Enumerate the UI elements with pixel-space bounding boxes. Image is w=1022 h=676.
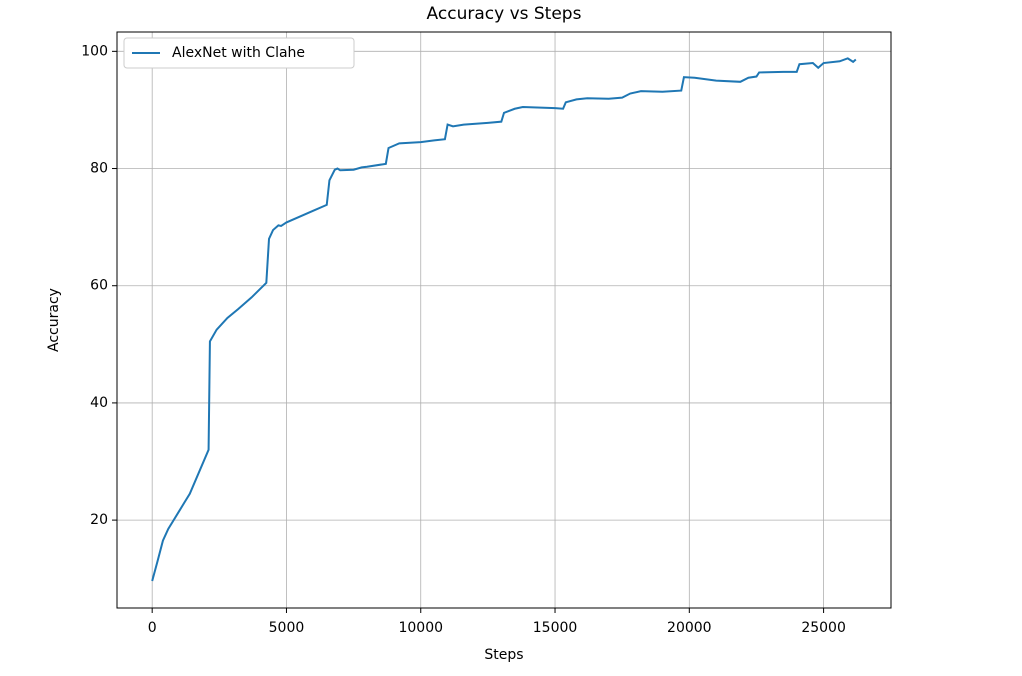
y-tick-label: 60 [90,278,108,294]
y-axis-label: Accuracy [46,288,62,352]
x-tick-label: 5000 [269,620,305,636]
x-tick-label: 25000 [801,620,846,636]
y-tick-label: 100 [81,43,108,59]
y-tick-label: 40 [90,395,108,411]
line [151,57,857,582]
x-tick-label: 0 [148,620,157,636]
legend-box [123,37,355,69]
y-tick-label: 20 [90,512,108,528]
plot-frame [116,31,892,609]
x-axis-label: Steps [484,647,523,663]
y-tick-label: 80 [90,161,108,177]
x-tick-label: 20000 [667,620,712,636]
x-tick-label: 10000 [398,620,443,636]
legend-label: AlexNet with Clahe [172,45,305,61]
chart-title: Accuracy vs Steps [427,4,582,24]
x-tick-label: 15000 [533,620,578,636]
